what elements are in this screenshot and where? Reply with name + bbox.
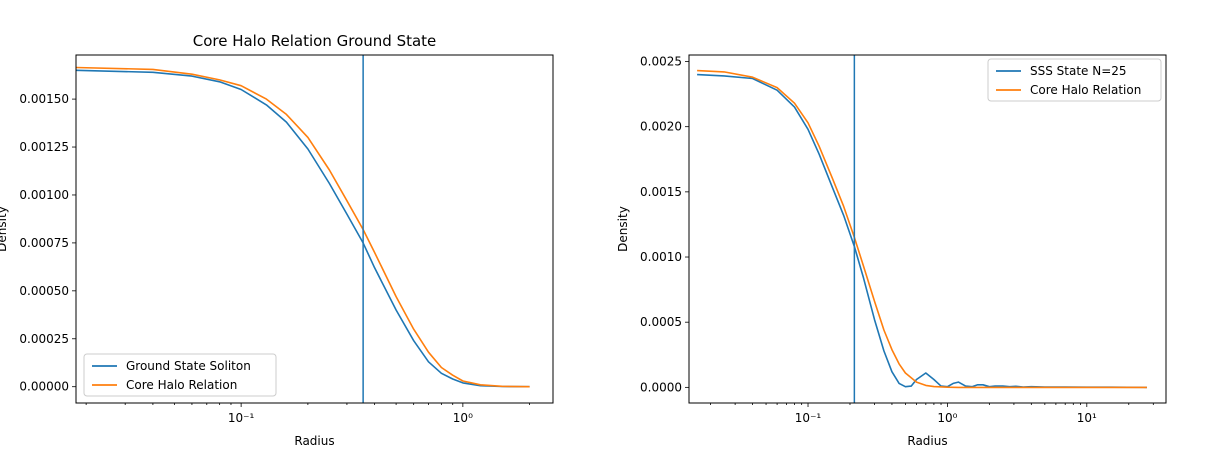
chart-sss-state: 10⁻¹ 10⁰ 10¹ 0.0000 0.0005 0.0010 0.0015 0.002… bbox=[616, 54, 1167, 448]
y-ticks: 0.0000 0.0005 0.0010 0.0015 0.0020 0.0025 bbox=[640, 55, 689, 394]
plot-area bbox=[697, 55, 1147, 403]
y-tick-label: 0.0000 bbox=[640, 380, 682, 394]
y-tick-label: 0.00075 bbox=[19, 236, 69, 250]
chart-title: Core Halo Relation Ground State bbox=[193, 32, 437, 50]
x-ticks: 10⁻¹ 10⁰ bbox=[85, 403, 531, 425]
y-tick-label: 0.0020 bbox=[640, 120, 682, 134]
y-tick-label: 0.00100 bbox=[19, 188, 69, 202]
x-tick-label: 10⁻¹ bbox=[228, 411, 255, 425]
legend-label-2: Core Halo Relation bbox=[126, 378, 237, 392]
y-tick-label: 0.00150 bbox=[19, 92, 69, 106]
series-line-1 bbox=[76, 69, 530, 388]
series-line-2 bbox=[76, 66, 530, 388]
x-ticks: 10⁻¹ 10⁰ 10¹ bbox=[710, 403, 1154, 425]
legend-box bbox=[987, 58, 1162, 102]
y-axis-label: Density bbox=[0, 206, 9, 252]
y-tick-label: 0.00000 bbox=[19, 380, 69, 394]
chart-ground-state: Core Halo Relation Ground State 10⁻¹ 10⁰ … bbox=[0, 32, 554, 448]
y-tick-label: 0.0025 bbox=[640, 55, 682, 69]
y-axis-label: Density bbox=[616, 206, 630, 252]
y-ticks: 0.00000 0.00025 0.00050 0.00075 0.00100 0.001… bbox=[19, 92, 76, 394]
series-line-1 bbox=[697, 73, 1147, 389]
x-tick-label: 10⁻¹ bbox=[795, 411, 822, 425]
axes-frame bbox=[75, 54, 554, 404]
y-tick-label: 0.0015 bbox=[640, 185, 682, 199]
x-axis-label: Radius bbox=[294, 434, 334, 448]
legend-label-2: Core Halo Relation bbox=[1030, 83, 1141, 97]
y-tick-label: 0.00125 bbox=[19, 140, 69, 154]
legend-label-1: SSS State N=25 bbox=[1030, 64, 1127, 78]
axes-frame bbox=[688, 54, 1167, 404]
series-line-2 bbox=[697, 69, 1147, 389]
y-tick-label: 0.0010 bbox=[640, 250, 682, 264]
y-tick-label: 0.00050 bbox=[19, 284, 69, 298]
legend: SSS State N=25 Core Halo Relation bbox=[987, 58, 1162, 102]
x-tick-label: 10⁰ bbox=[937, 411, 957, 425]
y-tick-label: 0.00025 bbox=[19, 332, 69, 346]
x-axis-label: Radius bbox=[907, 434, 947, 448]
legend-box bbox=[83, 353, 277, 397]
x-tick-label: 10¹ bbox=[1077, 411, 1097, 425]
legend-label-1: Ground State Soliton bbox=[126, 359, 251, 373]
y-tick-label: 0.0005 bbox=[640, 315, 682, 329]
x-tick-label: 10⁰ bbox=[453, 411, 473, 425]
plot-area bbox=[76, 55, 530, 403]
legend: Ground State Soliton Core Halo Relation bbox=[83, 353, 277, 397]
